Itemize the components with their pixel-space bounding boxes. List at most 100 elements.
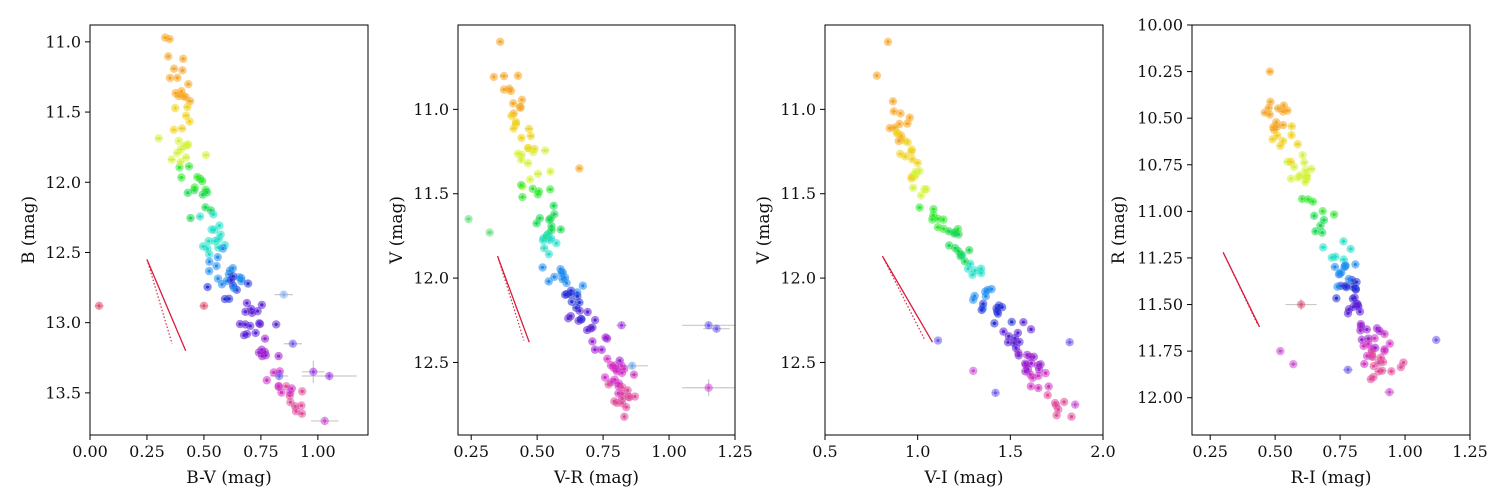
data-point-core: [600, 348, 604, 352]
data-point-core: [205, 190, 209, 194]
data-point-core: [293, 404, 297, 408]
data-point-core: [547, 238, 551, 242]
data-point-core: [168, 76, 172, 80]
panel-2: 0.25 0.50 0.75 1.00 1.25 11.0 11.5 12.0 12.5 V-R …: [387, 24, 753, 488]
data-point-core: [581, 284, 585, 288]
data-point-core: [1291, 362, 1295, 366]
data-point-core: [593, 348, 597, 352]
data-point-core: [549, 228, 554, 232]
data-point-core: [272, 370, 276, 375]
data-point-core: [179, 147, 183, 151]
x-tick-label: 1.00: [1387, 442, 1423, 461]
data-point-core: [1387, 390, 1392, 394]
data-point-core: [507, 87, 511, 91]
data-point-core: [1016, 331, 1020, 335]
data-point-core: [586, 310, 590, 314]
y-tick-label: 11.75: [1137, 342, 1183, 361]
data-point-core: [947, 229, 951, 233]
data-point-core: [1296, 142, 1300, 146]
data-point-core: [984, 294, 988, 298]
data-point-core: [228, 269, 232, 273]
data-point-core: [184, 155, 188, 160]
x-tick-label: 1.0: [905, 442, 930, 461]
data-point-core: [1371, 375, 1376, 379]
data-point-core: [547, 218, 551, 222]
data-point-core: [947, 243, 951, 248]
data-point-core: [1301, 153, 1305, 157]
y-tick-label: 11.0: [45, 32, 81, 51]
data-point-core: [207, 252, 211, 256]
data-point-core: [547, 252, 551, 256]
data-point-core: [1321, 209, 1325, 213]
data-point-core: [922, 187, 927, 191]
data-point-core: [1313, 229, 1318, 233]
axes-frame: [89, 24, 369, 436]
data-point-core: [1274, 120, 1278, 124]
data-point-core: [537, 189, 541, 193]
data-point-core: [1333, 265, 1337, 269]
data-point-core: [892, 109, 896, 114]
data-point-core: [577, 300, 581, 305]
data-point-core: [1321, 245, 1325, 249]
data-point-core: [263, 337, 267, 341]
data-point-core: [1053, 401, 1057, 405]
data-point-core: [627, 395, 631, 399]
data-point-core: [519, 158, 523, 162]
y-tick-label: 12.0: [45, 173, 81, 192]
data-point-core: [908, 116, 912, 120]
data-point-core: [198, 214, 202, 219]
data-point-core: [1354, 287, 1358, 291]
x-tick-label: 1.25: [717, 442, 753, 461]
axes-frame: [824, 24, 1104, 436]
data-point-core: [1311, 200, 1315, 204]
data-point-core: [941, 218, 945, 222]
data-point-core: [232, 286, 236, 290]
data-point-core: [1347, 277, 1351, 281]
data-point-core: [911, 186, 915, 190]
data-point-core: [185, 105, 189, 109]
data-point-core: [520, 98, 524, 102]
data-point-core: [282, 292, 286, 297]
data-point-core: [290, 386, 294, 391]
data-point-core: [1296, 175, 1300, 180]
data-point-core: [633, 394, 637, 399]
data-point-core: [1289, 133, 1294, 137]
y-tick-label: 10.00: [1137, 16, 1183, 35]
data-point-core: [188, 216, 193, 220]
data-point-core: [1032, 355, 1036, 359]
data-point-core: [238, 322, 242, 326]
axes-frame: [457, 24, 736, 436]
data-point-core: [548, 187, 552, 192]
data-point-core: [177, 94, 181, 98]
data-point-core: [626, 388, 630, 392]
data-point-core: [527, 127, 531, 131]
y-tick-label: 11.00: [1137, 202, 1183, 221]
data-point-core: [219, 232, 223, 237]
data-point-core: [210, 227, 214, 232]
data-point-core: [214, 264, 219, 268]
data-point-core: [203, 205, 207, 209]
data-point-core: [300, 389, 304, 393]
data-point-core: [178, 160, 183, 164]
data-point-core: [903, 154, 907, 159]
data-point-core: [1370, 350, 1374, 354]
data-point-core: [300, 412, 304, 416]
data-point-core: [564, 281, 569, 285]
data-point-core: [1068, 340, 1072, 344]
data-point-core: [243, 310, 248, 314]
x-tick-label: 0.75: [1322, 442, 1358, 461]
data-point-core: [1354, 280, 1359, 284]
y-tick-label: 12.5: [45, 243, 81, 262]
data-point-core: [213, 239, 217, 243]
data-layer: [872, 37, 1080, 421]
data-point-core: [180, 126, 184, 131]
data-point-core: [498, 40, 502, 44]
data-point-core: [910, 157, 914, 161]
data-point-core: [1285, 108, 1290, 113]
reddening-vector-solid: [496, 255, 530, 343]
data-point-core: [173, 106, 177, 110]
data-point-core: [323, 419, 327, 423]
data-point-core: [254, 331, 258, 335]
data-point-core: [205, 285, 210, 289]
data-point-core: [1012, 341, 1016, 345]
